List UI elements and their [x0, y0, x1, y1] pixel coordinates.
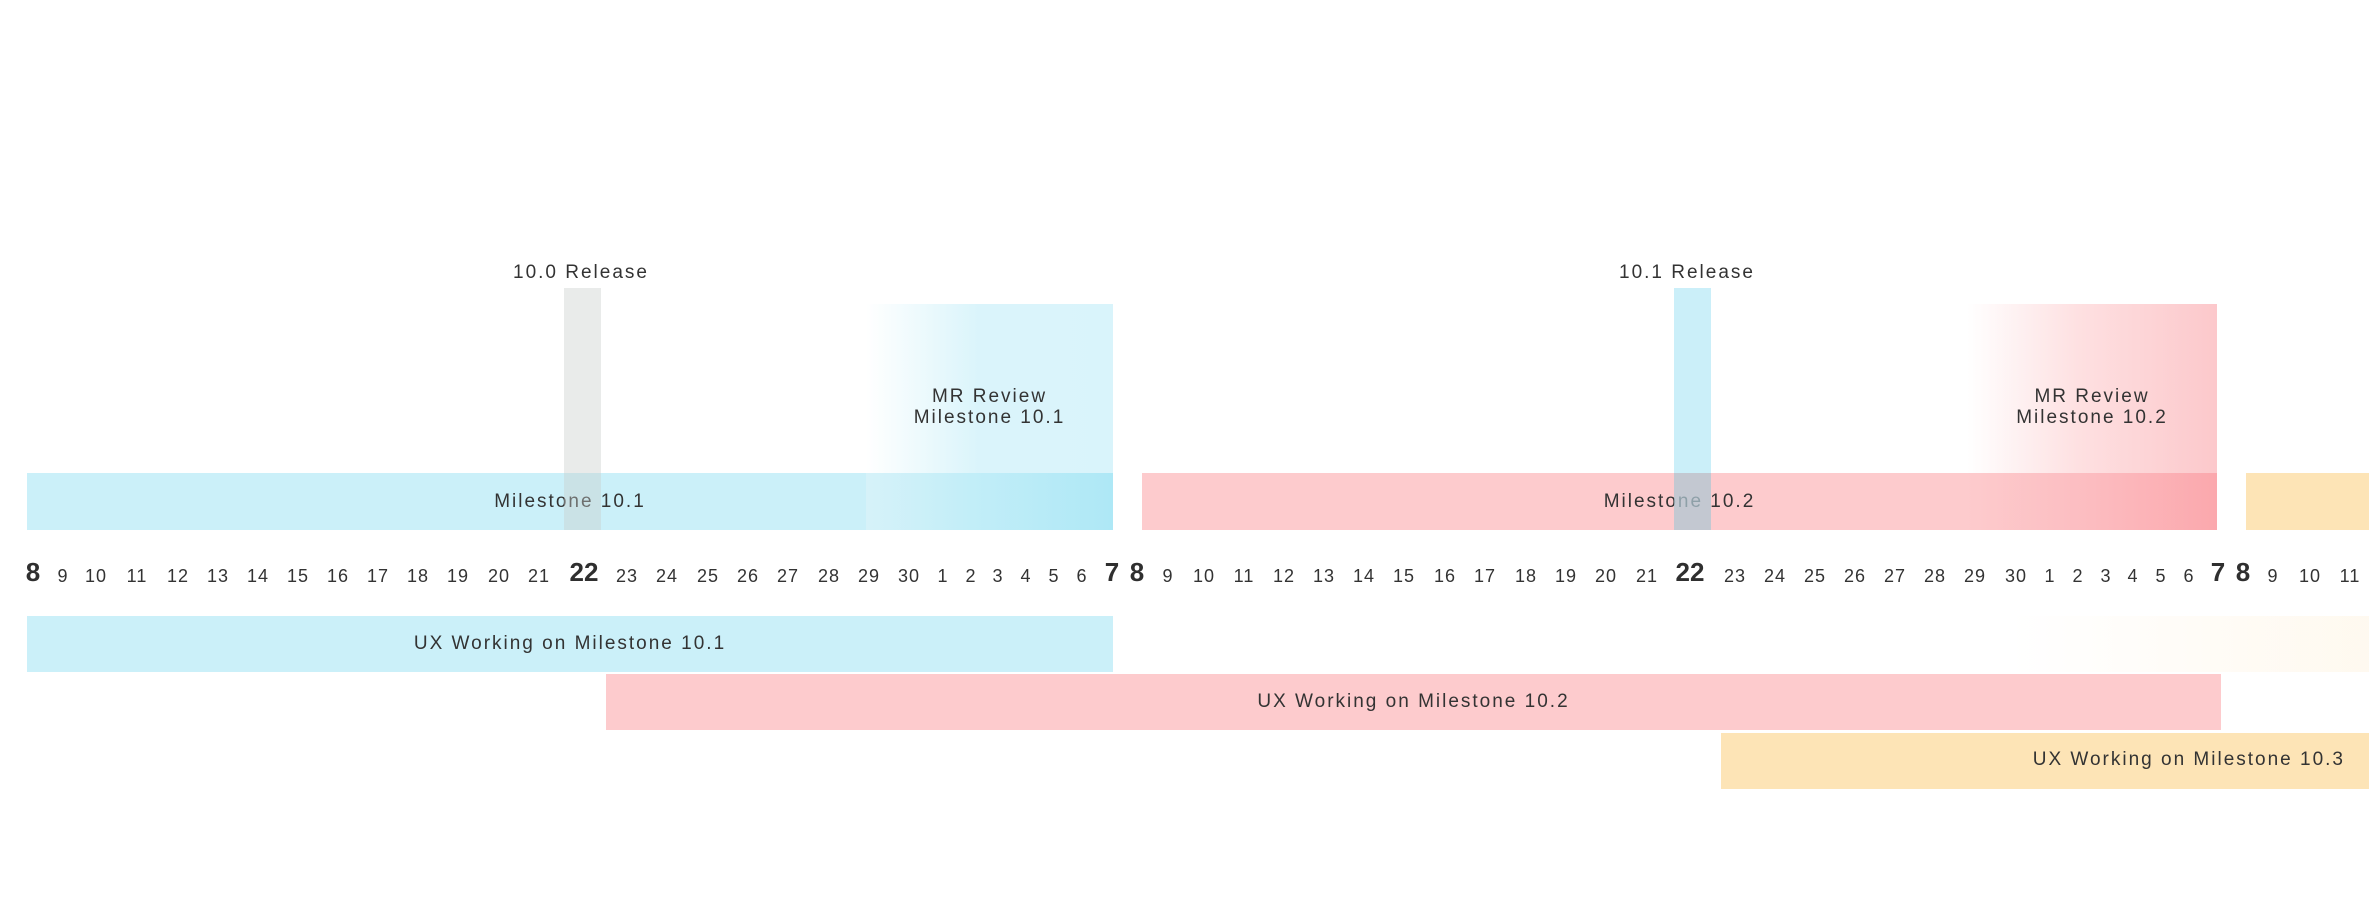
day-tick-label: 17 [1473, 566, 1497, 586]
day-tick-label: 7 [2210, 557, 2226, 587]
day-tick-label: 8 [25, 557, 41, 587]
mr-review-10-2-line1: MR Review [2034, 386, 2150, 407]
day-tick-label: 15 [1392, 566, 1416, 586]
day-tick-label: 14 [246, 566, 270, 586]
ux-10-1-bar: UX Working on Milestone 10.1 [27, 616, 1113, 672]
milestone-10-2-bar [1142, 473, 1967, 530]
day-tick-label: 11 [126, 566, 148, 586]
day-tick-label: 11 [1233, 566, 1255, 586]
day-tick-label: 29 [857, 566, 881, 586]
milestone-10-1-bar [27, 473, 866, 530]
day-tick-label: 13 [206, 566, 230, 586]
day-tick-label: 3 [2100, 566, 2112, 586]
day-tick-label: 27 [1883, 566, 1907, 586]
day-tick-label: 28 [817, 566, 841, 586]
ux-10-2-bar: UX Working on Milestone 10.2 [606, 674, 2221, 730]
day-tick-label: 20 [1594, 566, 1618, 586]
release-10-1-marker [1674, 288, 1711, 530]
release-10-1-label: 10.1 Release [1619, 262, 1755, 283]
mr-review-10-1-line1: MR Review [931, 386, 1048, 407]
day-tick-label: 10 [84, 566, 108, 586]
day-tick-label: 22 [569, 557, 599, 587]
day-tick-label: 27 [776, 566, 800, 586]
day-tick-label: 23 [615, 566, 639, 586]
day-tick-label: 10 [2298, 566, 2322, 586]
day-tick-label: 21 [1635, 566, 1659, 586]
day-tick-label: 16 [1433, 566, 1457, 586]
milestone-10-1-review-segment [866, 473, 1113, 530]
day-tick-label: 21 [527, 566, 551, 586]
day-tick-label: 24 [1763, 566, 1787, 586]
day-tick-label: 17 [366, 566, 390, 586]
day-tick-label: 25 [1803, 566, 1827, 586]
release-10-0-label: 10.0 Release [513, 262, 649, 283]
day-tick-label: 7 [1104, 557, 1120, 587]
day-tick-label: 26 [736, 566, 760, 586]
day-tick-label: 30 [897, 566, 921, 586]
day-tick-label: 1 [937, 566, 949, 586]
day-tick-label: 9 [57, 566, 69, 586]
release-10-1-overlap [1674, 473, 1711, 530]
day-tick-label: 2 [2072, 566, 2084, 586]
day-tick-label: 26 [1843, 566, 1867, 586]
day-tick-label: 5 [1048, 566, 1060, 586]
day-tick-label: 9 [2267, 566, 2279, 586]
day-tick-label: 4 [2127, 566, 2139, 586]
day-tick-label: 24 [655, 566, 679, 586]
day-tick-label: 28 [1923, 566, 1947, 586]
day-tick-label: 15 [286, 566, 310, 586]
day-tick-label: 25 [696, 566, 720, 586]
mr-review-10-1-label: MR Review Milestone 10.1 [866, 386, 1113, 428]
day-tick-label: 29 [1963, 566, 1987, 586]
day-tick-label: 18 [1514, 566, 1538, 586]
day-tick-label: 8 [1129, 557, 1145, 587]
day-tick-label: 9 [1162, 566, 1174, 586]
day-tick-label: 2 [965, 566, 977, 586]
ux-10-3-label: UX Working on Milestone 10.3 [2032, 749, 2345, 770]
milestone-10-1-label: Milestone 10.1 [494, 490, 646, 512]
mr-review-10-1-region [866, 304, 1113, 473]
day-tick-label: 6 [2183, 566, 2195, 586]
day-tick-label: 18 [406, 566, 430, 586]
ux-10-3-fade-region [2010, 616, 2369, 672]
mr-review-10-2-region [1967, 304, 2217, 473]
day-tick-label: 19 [446, 566, 470, 586]
day-tick-label: 1 [2044, 566, 2056, 586]
day-tick-label: 10 [1192, 566, 1216, 586]
day-tick-label: 12 [166, 566, 190, 586]
day-tick-label: 12 [1272, 566, 1296, 586]
day-tick-label: 11 [2339, 566, 2361, 586]
milestone-10-3-bar [2246, 473, 2369, 530]
mr-review-10-2-line2: Milestone 10.2 [2016, 407, 2168, 428]
day-tick-label: 22 [1675, 557, 1705, 587]
day-tick-label: 6 [1076, 566, 1088, 586]
day-tick-label: 20 [487, 566, 511, 586]
milestone-10-2-review-segment [1967, 473, 2217, 530]
day-tick-label: 19 [1554, 566, 1578, 586]
day-tick-label: 5 [2155, 566, 2167, 586]
day-tick-label: 4 [1020, 566, 1032, 586]
day-tick-label: 23 [1723, 566, 1747, 586]
mr-review-10-1-line2: Milestone 10.1 [913, 407, 1066, 428]
day-tick-label: 8 [2235, 557, 2251, 587]
day-tick-label: 13 [1312, 566, 1336, 586]
day-tick-label: 14 [1352, 566, 1376, 586]
day-tick-label: 3 [992, 566, 1004, 586]
release-10-0-marker [564, 288, 601, 530]
mr-review-10-2-label: MR Review Milestone 10.2 [1967, 386, 2217, 428]
ux-10-3-bar: UX Working on Milestone 10.3 [1721, 733, 2369, 789]
day-tick-label: 16 [326, 566, 350, 586]
day-tick-label: 30 [2004, 566, 2028, 586]
